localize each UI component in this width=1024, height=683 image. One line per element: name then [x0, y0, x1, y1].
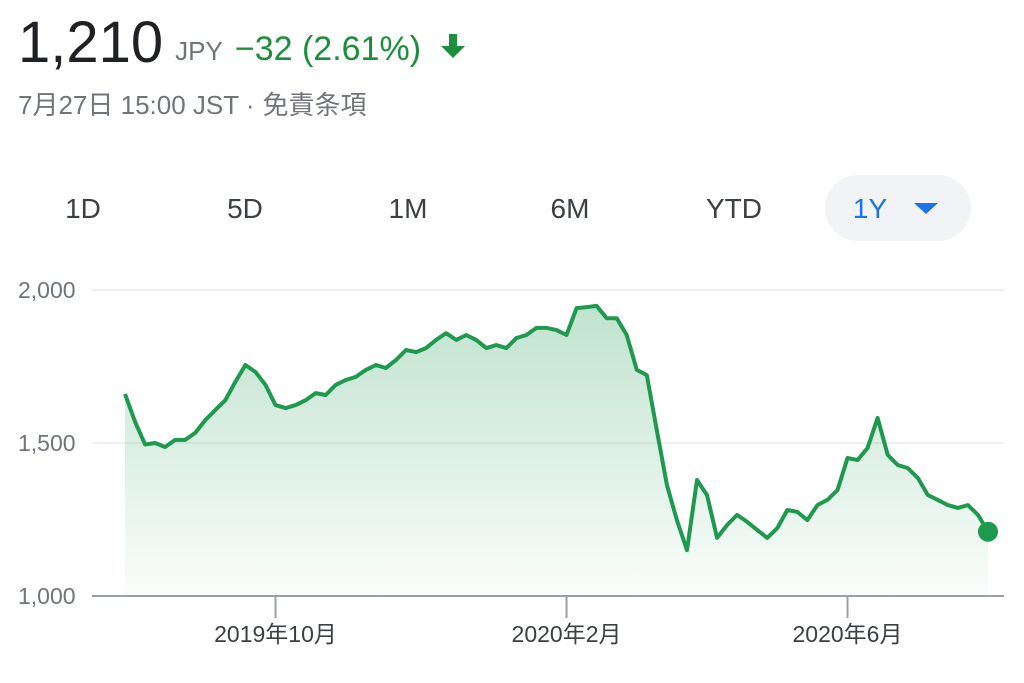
x-tick-label: 2019年10月 — [214, 621, 337, 647]
range-tab[interactable]: 6M — [551, 193, 590, 224]
x-tick-label: 2020年6月 — [793, 621, 903, 647]
active-tab-bg — [825, 175, 971, 241]
last-point — [978, 521, 998, 542]
y-tick-label: 2,000 — [18, 277, 76, 303]
dropdown-icon[interactable] — [914, 203, 938, 214]
chart: 1,000 1,500 2,000 2019年10月 2020年2月 2020年6月 — [18, 277, 1004, 647]
y-tick-label: 1,500 — [18, 430, 76, 456]
currency: JPY — [175, 36, 223, 66]
price: 1,210 — [18, 10, 163, 75]
range-tabs: 1D 5D 1M 6M YTD 1Y — [65, 175, 971, 241]
area — [125, 305, 988, 596]
range-tab[interactable]: 1Y — [853, 193, 888, 224]
down-arrow — [441, 34, 466, 58]
range-tab[interactable]: 1M — [389, 193, 428, 224]
disclaimer-link[interactable]: 免責条項 — [263, 90, 367, 120]
timestamp: 7月27日 15:00 JST · — [18, 90, 255, 120]
range-tab[interactable]: 5D — [227, 193, 263, 224]
x-tick-label: 2020年2月 — [512, 621, 622, 647]
price-change: −32 (2.61%) — [235, 30, 421, 68]
range-tab[interactable]: YTD — [706, 193, 762, 224]
y-tick-label: 1,000 — [18, 583, 76, 609]
price-line — [123, 303, 990, 553]
range-tab[interactable]: 1D — [65, 193, 101, 224]
